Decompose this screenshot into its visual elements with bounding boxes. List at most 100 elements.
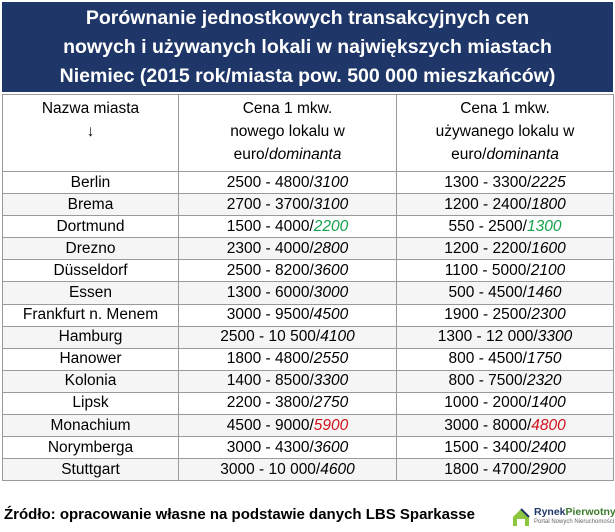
new-range: 2500 - 4800/: [226, 173, 314, 191]
used-price-cell: 800 - 7500/2320: [396, 369, 614, 393]
used-dominant: 2100: [530, 261, 566, 279]
new-dominant: 3600: [313, 261, 349, 279]
new-dominant: 3100: [313, 173, 349, 191]
header-used-price: Cena 1 mkw. używanego lokalu w euro/domi…: [396, 94, 614, 172]
used-range: 1200 - 2200/: [444, 239, 532, 257]
new-range: 4500 - 9000/: [226, 416, 314, 434]
table-row: Norymberga 3000 - 4300/3600 1500 - 3400/…: [2, 436, 614, 460]
new-dominant: 4600: [320, 460, 355, 478]
new-range: 2300 - 4000/: [226, 239, 314, 257]
new-range: 1400 - 8500/: [226, 372, 314, 390]
header-used-line-1: Cena 1 mkw.: [460, 100, 550, 117]
new-price-cell: 3000 - 10 000/4600: [178, 458, 397, 482]
table-row: Hanower 1800 - 4800/2550 800 - 4500/1750: [2, 347, 614, 371]
used-dominant: 2400: [531, 438, 566, 456]
new-price-cell: 2200 - 3800/2750: [178, 391, 397, 416]
used-range: 550 - 2500/: [448, 217, 527, 235]
used-price-cell: 3000 - 8000/4800: [396, 414, 614, 438]
new-dominant: 4500: [313, 306, 349, 324]
new-range: 2500 - 8200/: [226, 261, 314, 279]
new-range: 3000 - 10 000/: [220, 460, 321, 478]
used-range: 1100 - 5000/: [444, 261, 531, 279]
used-price-cell: 1100 - 5000/2100: [396, 259, 614, 283]
used-dominant: 2225: [531, 173, 566, 191]
header-new-price: Cena 1 mkw. nowego lokalu w euro/dominan…: [178, 94, 397, 172]
used-range: 1200 - 2400/: [444, 195, 532, 213]
used-dominant: 3300: [537, 328, 573, 346]
new-dominant: 2800: [313, 239, 349, 257]
used-price-cell: 1200 - 2200/1600: [396, 237, 614, 261]
city-cell: Dortmund: [2, 215, 179, 239]
new-price-cell: 1400 - 8500/3300: [178, 369, 397, 393]
table-row: Dortmund 1500 - 4000/2200 550 - 2500/130…: [2, 215, 614, 239]
new-range: 2700 - 3700/: [226, 195, 314, 213]
table-row: Kolonia 1400 - 8500/3300 800 - 7500/2320: [2, 369, 614, 393]
new-range: 2500 - 10 500/: [220, 328, 321, 346]
used-range: 1300 - 12 000/: [437, 328, 538, 346]
new-range: 1800 - 4800/: [226, 350, 314, 368]
new-price-cell: 2500 - 8200/3600: [178, 259, 397, 283]
city-cell: Drezno: [2, 237, 179, 261]
city-cell: Hamburg: [2, 325, 179, 349]
new-dominant: 3600: [313, 438, 349, 456]
city-cell: Stuttgart: [2, 458, 179, 482]
header-new-dominant: dominanta: [268, 146, 342, 163]
price-table: Nazwa miasta ↓ Cena 1 mkw. nowego lokalu…: [2, 94, 614, 482]
new-price-cell: 2300 - 4000/2800: [178, 237, 397, 261]
used-price-cell: 1000 - 2000/1400: [396, 391, 614, 416]
used-dominant: 2300: [531, 306, 566, 324]
new-price-cell: 3000 - 4300/3600: [178, 436, 397, 460]
new-dominant-highest: 5900: [313, 416, 349, 434]
header-used-unit: euro/: [451, 146, 487, 163]
city-cell: Monachium: [2, 414, 179, 438]
new-price-cell: 2500 - 10 500/4100: [178, 325, 397, 349]
table-row: Essen 1300 - 6000/3000 500 - 4500/1460: [2, 281, 614, 305]
new-price-cell: 3000 - 9500/4500: [178, 303, 397, 327]
used-price-cell: 550 - 2500/1300: [396, 215, 614, 239]
title-line-3: Niemiec (2015 rok/miasta pow. 500 000 mi…: [59, 64, 556, 87]
header-city-label: Nazwa miasta: [41, 100, 140, 117]
table-row: Berlin 2500 - 4800/3100 1300 - 3300/2225: [2, 170, 614, 195]
header-new-line-1: Cena 1 mkw.: [242, 100, 333, 117]
table-row: Drezno 2300 - 4000/2800 1200 - 2200/1600: [2, 237, 614, 261]
new-dominant: 3300: [313, 372, 349, 390]
used-range: 1300 - 3300/: [444, 173, 532, 191]
new-dominant-lowest: 2200: [313, 217, 349, 235]
used-range: 1800 - 4700/: [444, 460, 532, 478]
header-used-dominant: dominanta: [486, 146, 559, 163]
used-dominant: 1750: [526, 350, 562, 368]
source-note: Źródło: opracowanie własne na podstawie …: [4, 506, 475, 523]
new-range: 3000 - 9500/: [226, 306, 314, 324]
new-price-cell: 1800 - 4800/2550: [178, 347, 397, 371]
used-range: 1900 - 2500/: [444, 306, 532, 324]
city-cell: Kolonia: [2, 369, 179, 393]
city-cell: Frankfurt n. Menem: [2, 303, 179, 327]
table-row: Hamburg 2500 - 10 500/4100 1300 - 12 000…: [2, 325, 614, 349]
used-range: 500 - 4500/: [448, 284, 527, 302]
used-dominant: 2320: [526, 372, 562, 390]
logo-name: RynekPierwotny: [534, 506, 615, 518]
logo-subtitle: Portal Nowych Nieruchomości: [534, 519, 615, 525]
title-line-2: nowych i używanych lokali w największych…: [63, 35, 552, 58]
used-price-cell: 1500 - 3400/2400: [396, 436, 614, 460]
city-cell: Düsseldorf: [2, 259, 179, 283]
used-dominant-highest: 4800: [531, 416, 566, 434]
used-range: 800 - 4500/: [448, 350, 527, 368]
used-range: 1000 - 2000/: [444, 394, 532, 412]
header-new-line-2: nowego lokalu w: [230, 123, 345, 140]
used-price-cell: 800 - 4500/1750: [396, 347, 614, 371]
new-price-cell: 4500 - 9000/5900: [178, 414, 397, 438]
used-dominant-lowest: 1300: [526, 217, 562, 235]
used-dominant: 1800: [531, 195, 566, 213]
used-price-cell: 500 - 4500/1460: [396, 281, 614, 305]
used-range: 800 - 7500/: [448, 372, 527, 390]
house-logo-icon: [513, 508, 530, 526]
new-price-cell: 1500 - 4000/2200: [178, 215, 397, 239]
table-row: Stuttgart 3000 - 10 000/4600 1800 - 4700…: [2, 458, 614, 482]
new-dominant: 4100: [320, 328, 355, 346]
table-row: Brema 2700 - 3700/3100 1200 - 2400/1800: [2, 193, 614, 217]
used-dominant: 2900: [531, 460, 566, 478]
city-cell: Brema: [2, 193, 179, 217]
new-price-cell: 2700 - 3700/3100: [178, 193, 397, 217]
used-range: 1500 - 3400/: [444, 438, 532, 456]
